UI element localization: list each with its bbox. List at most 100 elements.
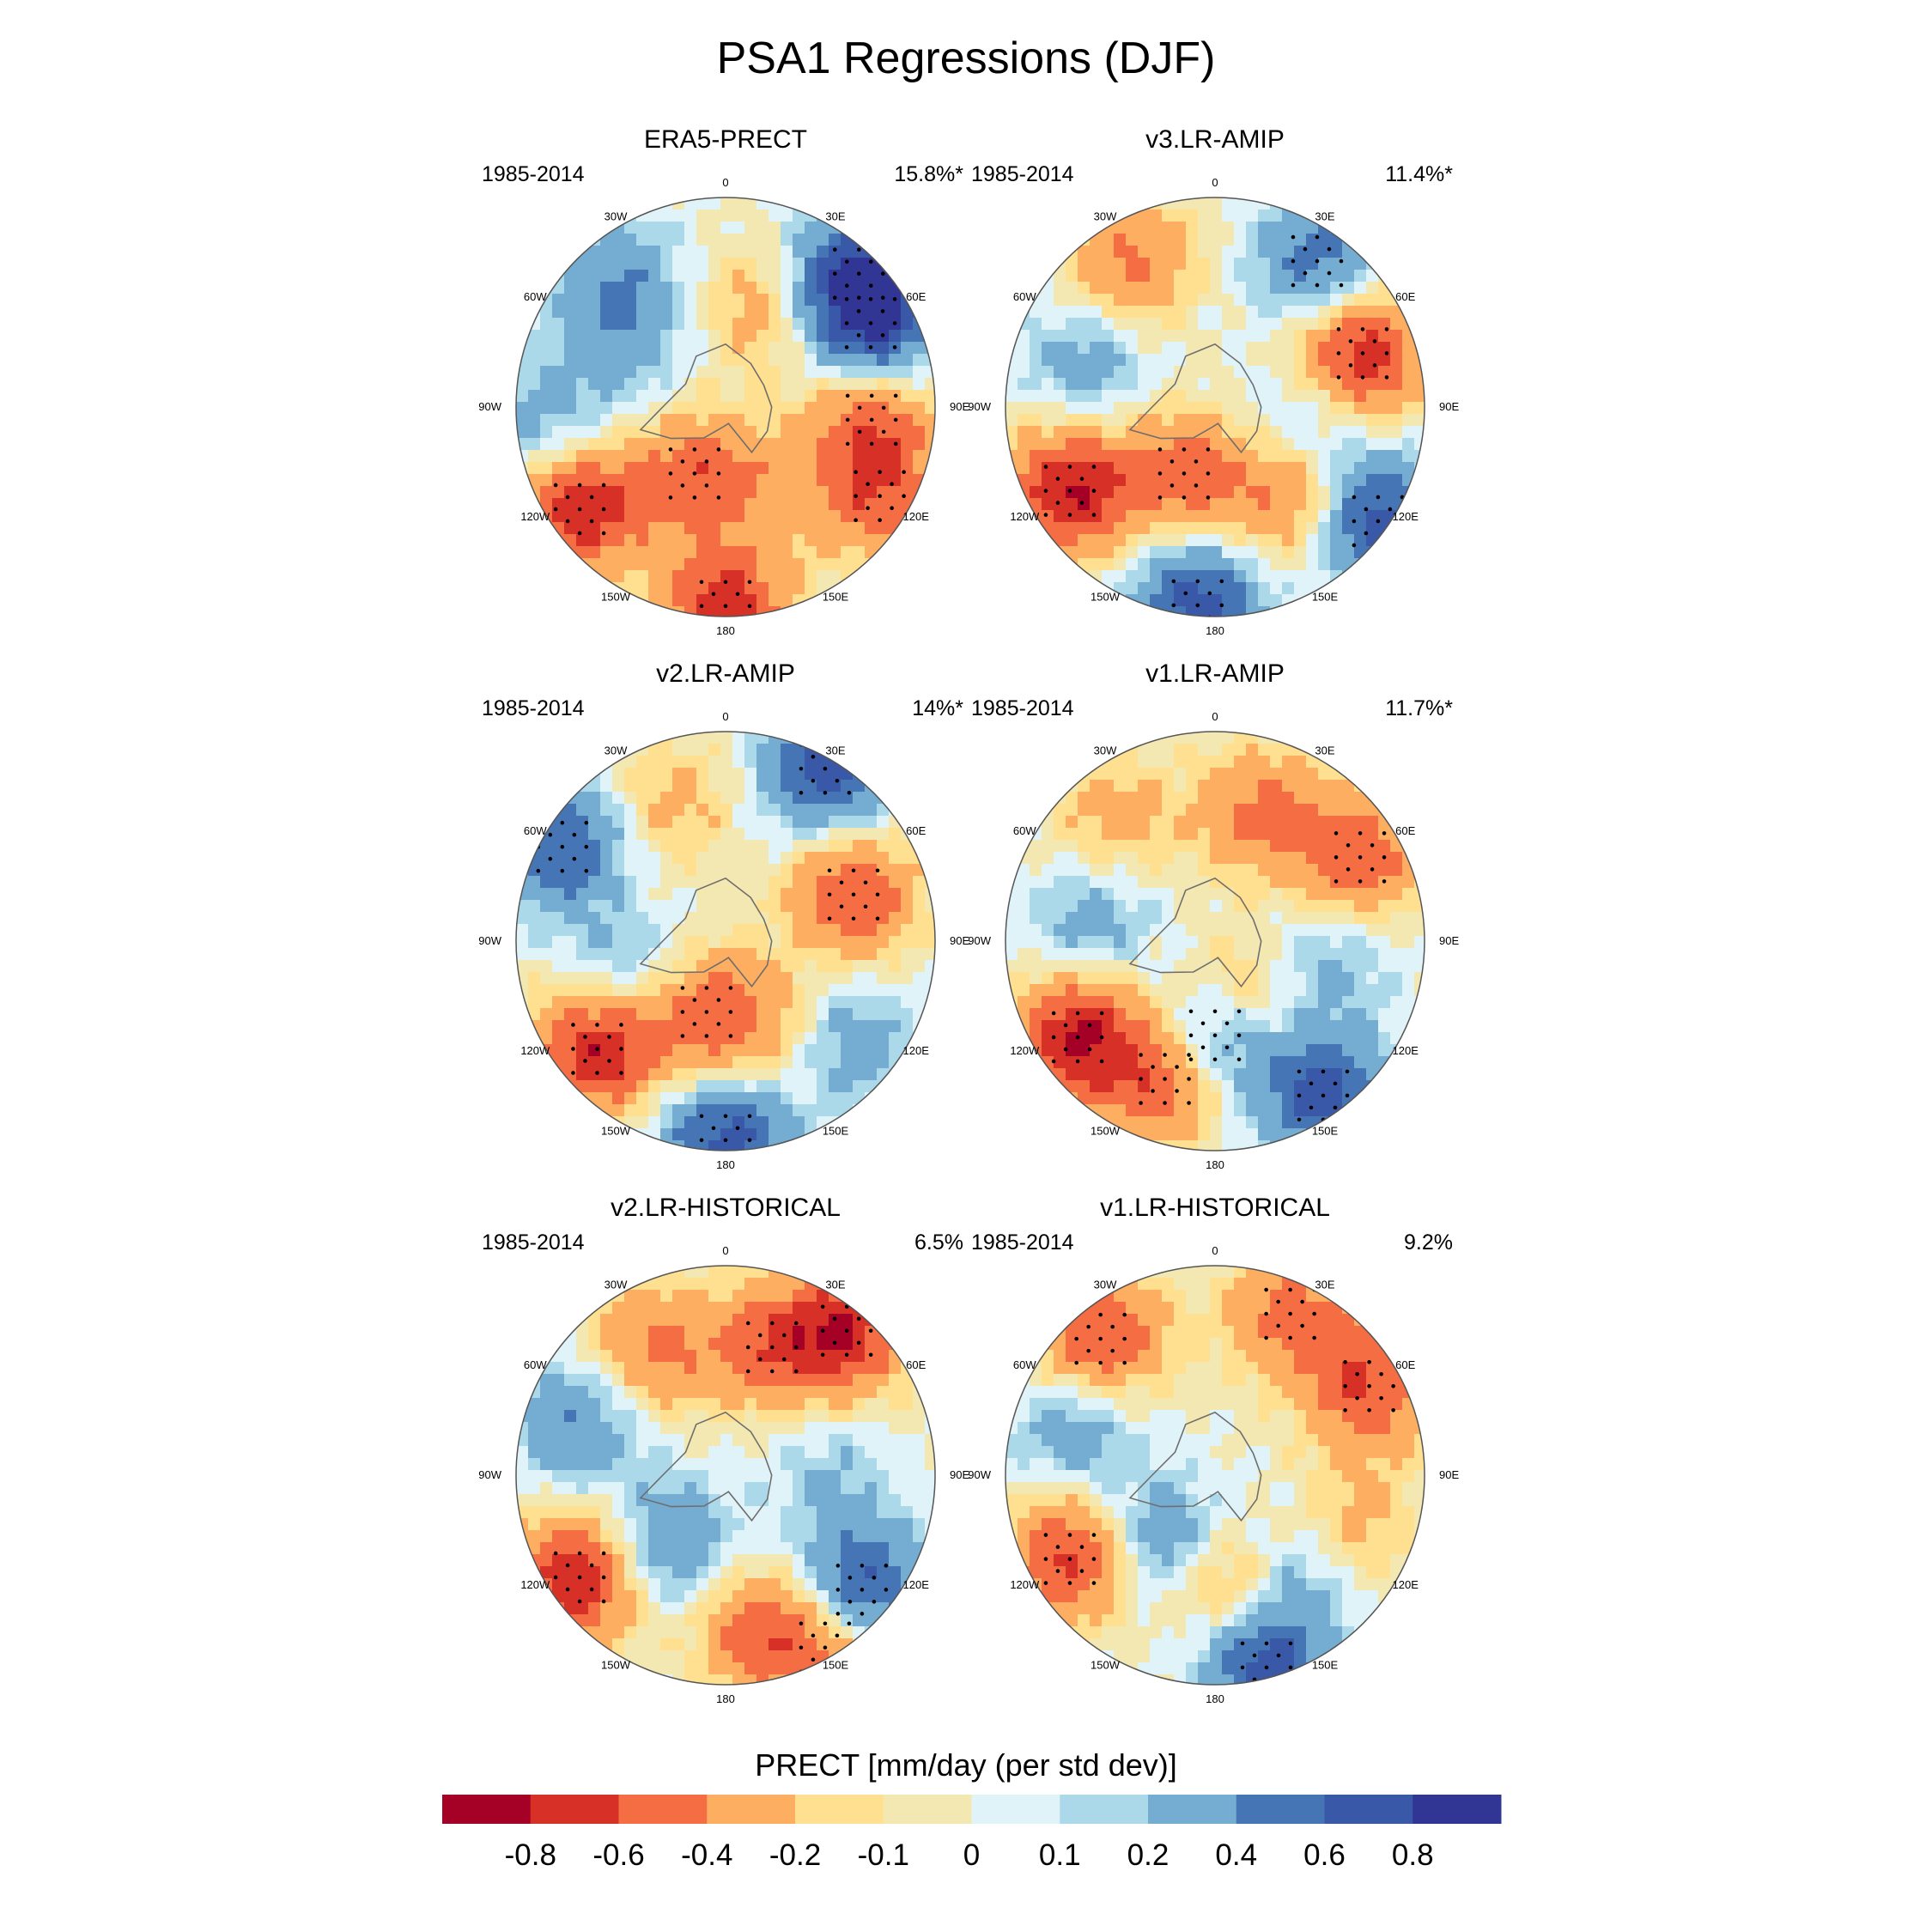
stipple-dot [584, 868, 589, 873]
stipple-dot [692, 1022, 697, 1026]
stipple-dot [872, 1576, 877, 1580]
longitude-label: 90E [950, 934, 969, 947]
stipple-dot [1367, 1384, 1371, 1388]
precip-field [1005, 732, 1425, 1151]
stipple-dot [1276, 1323, 1280, 1328]
stipple-dot [1252, 1653, 1257, 1658]
precip-level [528, 768, 925, 1128]
stipple-dot [1300, 1299, 1304, 1304]
stipple-dot [1182, 447, 1187, 452]
longitude-label: 60W [1013, 1358, 1036, 1371]
stipple-dot [1195, 579, 1200, 584]
colorbar-swatch [1148, 1795, 1237, 1824]
stipple-dot [1241, 1690, 1245, 1694]
longitude-label: 90E [1439, 934, 1459, 947]
precip-level [1005, 1266, 1425, 1685]
stipple-dot [1339, 283, 1344, 288]
longitude-label: 60W [1013, 290, 1036, 303]
stipple-dot [823, 1645, 828, 1650]
stipple-dot [1188, 1033, 1194, 1038]
precip-level [516, 732, 935, 1128]
stipple-dot [811, 1657, 816, 1662]
map-border [1005, 197, 1425, 617]
stipple-dot [1067, 465, 1072, 469]
stipple-dot [1236, 1033, 1242, 1038]
precip-level [1150, 222, 1414, 617]
stipple-dot [799, 790, 804, 795]
stipple-dot [1200, 1045, 1206, 1050]
stipple-dot [799, 1645, 804, 1650]
colorbar-swatch [1413, 1795, 1502, 1824]
stipple-dot [723, 604, 728, 609]
panel-years: 1985-2014 [482, 1230, 585, 1255]
stipple-dot [668, 495, 673, 500]
stipple-dot [857, 405, 862, 410]
stipple-dot [856, 333, 861, 337]
stipple-dot [1391, 1384, 1395, 1388]
stipple-dot [1171, 579, 1176, 584]
stipple-dot [692, 447, 697, 452]
significance-stippling [1043, 1287, 1395, 1694]
colorbar-tick-label: -0.8 [505, 1838, 556, 1872]
stipple-dot [1224, 1021, 1230, 1026]
longitude-label: 120W [1010, 510, 1040, 523]
stipple-dot [1355, 1372, 1359, 1376]
stipple-dot [881, 429, 886, 434]
stipple-dot [601, 531, 606, 536]
stipple-dot [711, 592, 716, 597]
stipple-dot [589, 519, 594, 524]
stipple-dot [728, 1010, 733, 1014]
stipple-dot [572, 832, 577, 837]
stipple-dot [583, 1059, 587, 1063]
map-panel-2: v3.LR-AMIP 1985-2014 11.4%* 0 30E 60E 90E 120E 1… [968, 125, 1459, 637]
stipple-dot [781, 1357, 787, 1362]
longitude-label: 120E [1393, 1044, 1419, 1057]
longitude-label: 150E [823, 591, 849, 604]
stipple-dot [723, 580, 728, 585]
stipple-dot [577, 1575, 582, 1580]
stipple-dot [1288, 1665, 1293, 1670]
longitude-label: 180 [1206, 1692, 1224, 1705]
precip-level [516, 1362, 935, 1638]
stipple-dot [1043, 513, 1048, 517]
precip-level [516, 258, 935, 617]
colorbar-tick-label: 0.1 [1039, 1838, 1081, 1872]
stipple-dot [1122, 1336, 1127, 1341]
stipple-dot [1291, 234, 1296, 240]
stipple-dot [589, 1563, 594, 1568]
longitude-label: 90W [478, 934, 501, 947]
stipple-dot [856, 295, 861, 301]
stipple-dot [1384, 327, 1389, 331]
stipple-dot [1343, 1408, 1347, 1413]
stipple-dot [769, 1345, 775, 1350]
longitude-label: 0 [722, 710, 728, 723]
stipple-dot [1367, 1360, 1371, 1364]
precip-field [516, 197, 935, 617]
stipple-dot [1187, 1077, 1191, 1081]
longitude-label: 0 [722, 176, 728, 189]
longitude-label: 150E [1312, 1659, 1339, 1672]
stipple-dot [1206, 495, 1211, 500]
stipple-dot [827, 916, 832, 921]
stipple-dot [1309, 1105, 1314, 1110]
longitude-label: 180 [716, 1692, 735, 1705]
stipple-dot [1170, 459, 1175, 464]
stipple-dot [1300, 1323, 1304, 1328]
stipple-dot [1051, 1035, 1056, 1040]
colorbar-tick-label: -0.6 [592, 1838, 644, 1872]
stipple-dot [835, 778, 840, 783]
stipple-dot [1139, 1077, 1143, 1081]
stipple-dot [1139, 1101, 1143, 1105]
stipple-dot [851, 868, 856, 873]
longitude-label: 30E [1315, 210, 1334, 222]
antarctica-coastline [1128, 1411, 1262, 1522]
stipple-dot [757, 1333, 762, 1338]
antarctica-coastline [639, 1411, 773, 1522]
stipple-dot [692, 495, 697, 500]
stipple-dot [1291, 258, 1296, 264]
stipple-dot [1074, 1360, 1078, 1365]
panel-variance-percent: 14%* [912, 696, 963, 720]
stipple-dot [902, 470, 906, 474]
longitude-label: 30W [605, 744, 628, 756]
stipple-dot [868, 1352, 873, 1358]
